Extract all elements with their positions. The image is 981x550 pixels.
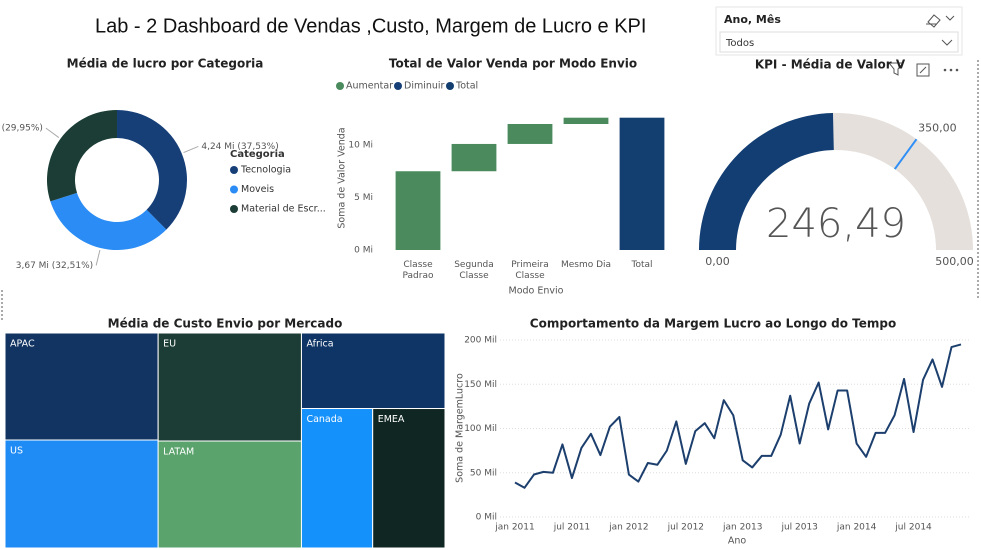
donut-slice [50, 192, 167, 251]
legend-swatch [336, 82, 344, 90]
tile-label: Africa [306, 339, 333, 350]
chart-title: Média de Custo Envio por Mercado [108, 317, 343, 331]
slicer-label: Ano, Mês [724, 13, 781, 26]
x-tick-label: jan 2012 [608, 523, 649, 533]
chart-title: Total de Valor Venda por Modo Envio [389, 57, 637, 71]
legend-label: Tecnologia [240, 165, 291, 176]
x-tick-label: Mesmo Dia [560, 260, 612, 270]
x-tick-label: jul 2011 [553, 523, 590, 533]
more-icon[interactable] [943, 68, 947, 72]
legend-label: Material de Escr... [241, 204, 326, 215]
legend-label: Moveis [241, 184, 274, 195]
tile-label: EU [163, 339, 176, 350]
y-tick-label: 0 Mi [354, 246, 373, 256]
legend-label: Total [455, 81, 478, 92]
donut-slice [46, 110, 117, 202]
x-tick-label: Segunda Classe [454, 260, 494, 281]
dropdown-chevron[interactable] [941, 39, 953, 46]
treemap-tile [4, 332, 159, 441]
more-icon[interactable] [949, 68, 953, 72]
gauge-value-label: 246,49 [766, 201, 906, 247]
x-tick-label-box: Mesmo Dia [560, 260, 612, 270]
y-axis-label: Soma de Valor Venda [337, 127, 348, 228]
gauge-value [699, 113, 834, 250]
chart-title: KPI - Média de Valor V [755, 58, 906, 72]
x-tick-label: jul 2014 [894, 523, 932, 533]
y-tick-label: 5 Mi [354, 193, 373, 203]
visual-header [887, 62, 959, 77]
y-axis-label: Soma de MargemLucro [455, 373, 466, 483]
y-tick-label: 200 Mil [464, 336, 497, 346]
y-tick-label: 100 Mil [464, 424, 497, 434]
chart-title: Comportamento da Margem Lucro ao Longo d… [530, 317, 896, 331]
gauge-target [893, 138, 918, 170]
legend-title: Categoria [230, 149, 285, 160]
treemap-tile [157, 440, 302, 549]
slicer-value: Todos [725, 38, 754, 49]
more-icon[interactable] [955, 68, 959, 72]
donut-slice [117, 110, 187, 230]
leader-line [183, 146, 199, 154]
chart-title: Média de lucro por Categoria [67, 57, 264, 71]
waterfall-bar [563, 117, 609, 124]
tile-label: LATAM [163, 447, 194, 458]
collapse-icon[interactable] [945, 15, 955, 21]
treemap-tile [300, 332, 446, 410]
legend-label: Diminuir [404, 81, 445, 92]
target-label: 350,00 [918, 122, 957, 135]
x-tick-label: Primeira Classe [511, 260, 549, 281]
filter-icon[interactable] [887, 62, 905, 76]
x-axis-label: Modo Envio [509, 286, 564, 297]
y-tick-label: 50 Mil [470, 468, 497, 478]
x-tick-label: jan 2013 [722, 523, 763, 533]
x-tick-label: Total [631, 260, 653, 270]
legend-swatch [394, 82, 402, 90]
tile-label: US [10, 446, 23, 457]
tile-label: Canada [306, 414, 342, 425]
gauge-range-label: 500,00 [935, 255, 974, 268]
x-tick-label: jul 2013 [780, 523, 817, 533]
waterfall-bar [395, 171, 441, 250]
gauge-range-label: 0,00 [705, 255, 730, 268]
tile-label: EMEA [378, 414, 405, 425]
legend-swatch [446, 82, 454, 90]
legend-swatch [230, 185, 238, 194]
line-series [514, 343, 962, 489]
legend-swatch [230, 205, 238, 213]
x-tick-label: jul 2012 [667, 523, 704, 533]
legend-swatch [230, 166, 238, 174]
tile-label: APAC [10, 339, 35, 350]
page-title: Lab - 2 Dashboard de Vendas ,Custo, Marg… [95, 15, 646, 37]
data-label: 4,24 Mi (37,53%) [201, 142, 278, 152]
legend-label: Aumentar [346, 81, 393, 92]
treemap-tile [157, 332, 302, 442]
treemap-tile [4, 439, 159, 549]
y-tick-label: 10 Mi [348, 141, 373, 151]
data-label: 3,67 Mi (32,51%) [16, 261, 93, 271]
leader-line [95, 249, 101, 266]
slicer-dropdown[interactable] [719, 31, 959, 53]
treemap-tile [300, 408, 374, 549]
leader-line [45, 127, 60, 138]
x-axis-label: Ano [728, 536, 747, 547]
x-tick-label-box: Total [631, 260, 653, 270]
eraser-icon[interactable] [926, 14, 941, 28]
x-tick-label: jan 2014 [836, 523, 877, 533]
x-tick-label-box: Classe Padrao [402, 260, 434, 281]
x-tick-label: jan 2011 [494, 523, 535, 533]
data-label: 3,38 Mi (29,95%) [0, 124, 43, 134]
waterfall-bar [619, 117, 665, 250]
y-tick-label: 0 Mil [476, 513, 497, 523]
treemap-tile [372, 408, 446, 549]
x-tick-label-box: Primeira Classe [511, 260, 549, 281]
y-tick-label: 150 Mil [464, 380, 497, 390]
x-tick-label-box: Segunda Classe [454, 260, 494, 281]
x-tick-label: Classe Padrao [402, 260, 434, 281]
focus-icon[interactable] [916, 63, 930, 77]
slicer[interactable]: Ano, Mês Todos [715, 6, 963, 56]
waterfall-bar [451, 143, 497, 172]
waterfall-bar [507, 124, 553, 144]
